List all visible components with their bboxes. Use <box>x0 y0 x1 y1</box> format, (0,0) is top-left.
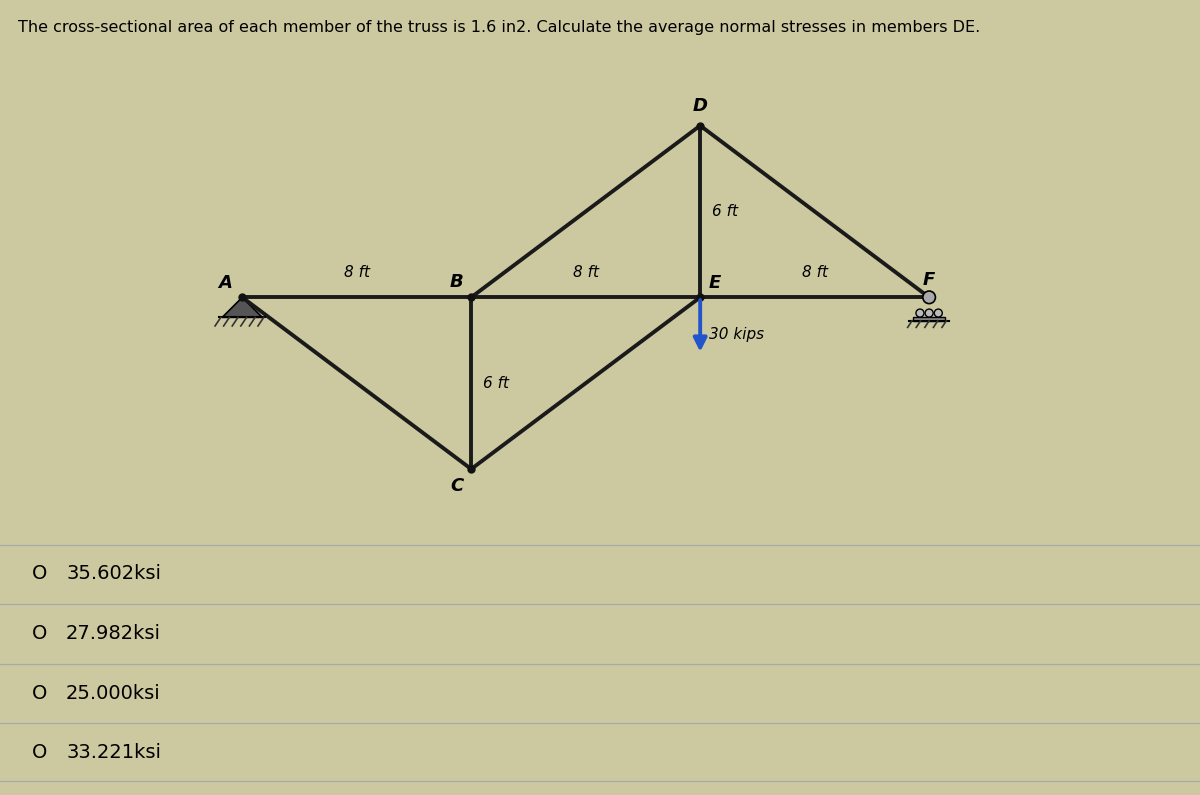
Circle shape <box>923 291 936 304</box>
Polygon shape <box>222 297 263 317</box>
Text: O: O <box>32 564 47 584</box>
Text: 30 kips: 30 kips <box>709 327 764 342</box>
Text: 6 ft: 6 ft <box>712 204 738 219</box>
Circle shape <box>935 309 942 317</box>
Circle shape <box>925 309 934 317</box>
Text: 33.221ksi: 33.221ksi <box>66 743 161 762</box>
Text: 8 ft: 8 ft <box>343 266 370 280</box>
Text: 35.602ksi: 35.602ksi <box>66 564 161 584</box>
Text: D: D <box>692 96 708 114</box>
Text: F: F <box>923 271 935 289</box>
Bar <box>913 316 944 321</box>
Text: C: C <box>450 477 463 495</box>
Text: E: E <box>708 274 721 292</box>
Text: 27.982ksi: 27.982ksi <box>66 624 161 643</box>
Circle shape <box>916 309 924 317</box>
Text: 25.000ksi: 25.000ksi <box>66 684 161 703</box>
Text: O: O <box>32 624 47 643</box>
Text: A: A <box>218 274 232 292</box>
Text: The cross-sectional area of each member of the truss is 1.6 in2. Calculate the a: The cross-sectional area of each member … <box>18 20 980 35</box>
Text: O: O <box>32 743 47 762</box>
Text: O: O <box>32 684 47 703</box>
Text: 8 ft: 8 ft <box>802 266 828 280</box>
Text: 6 ft: 6 ft <box>482 376 509 390</box>
Text: 8 ft: 8 ft <box>572 266 599 280</box>
Text: B: B <box>450 273 463 291</box>
